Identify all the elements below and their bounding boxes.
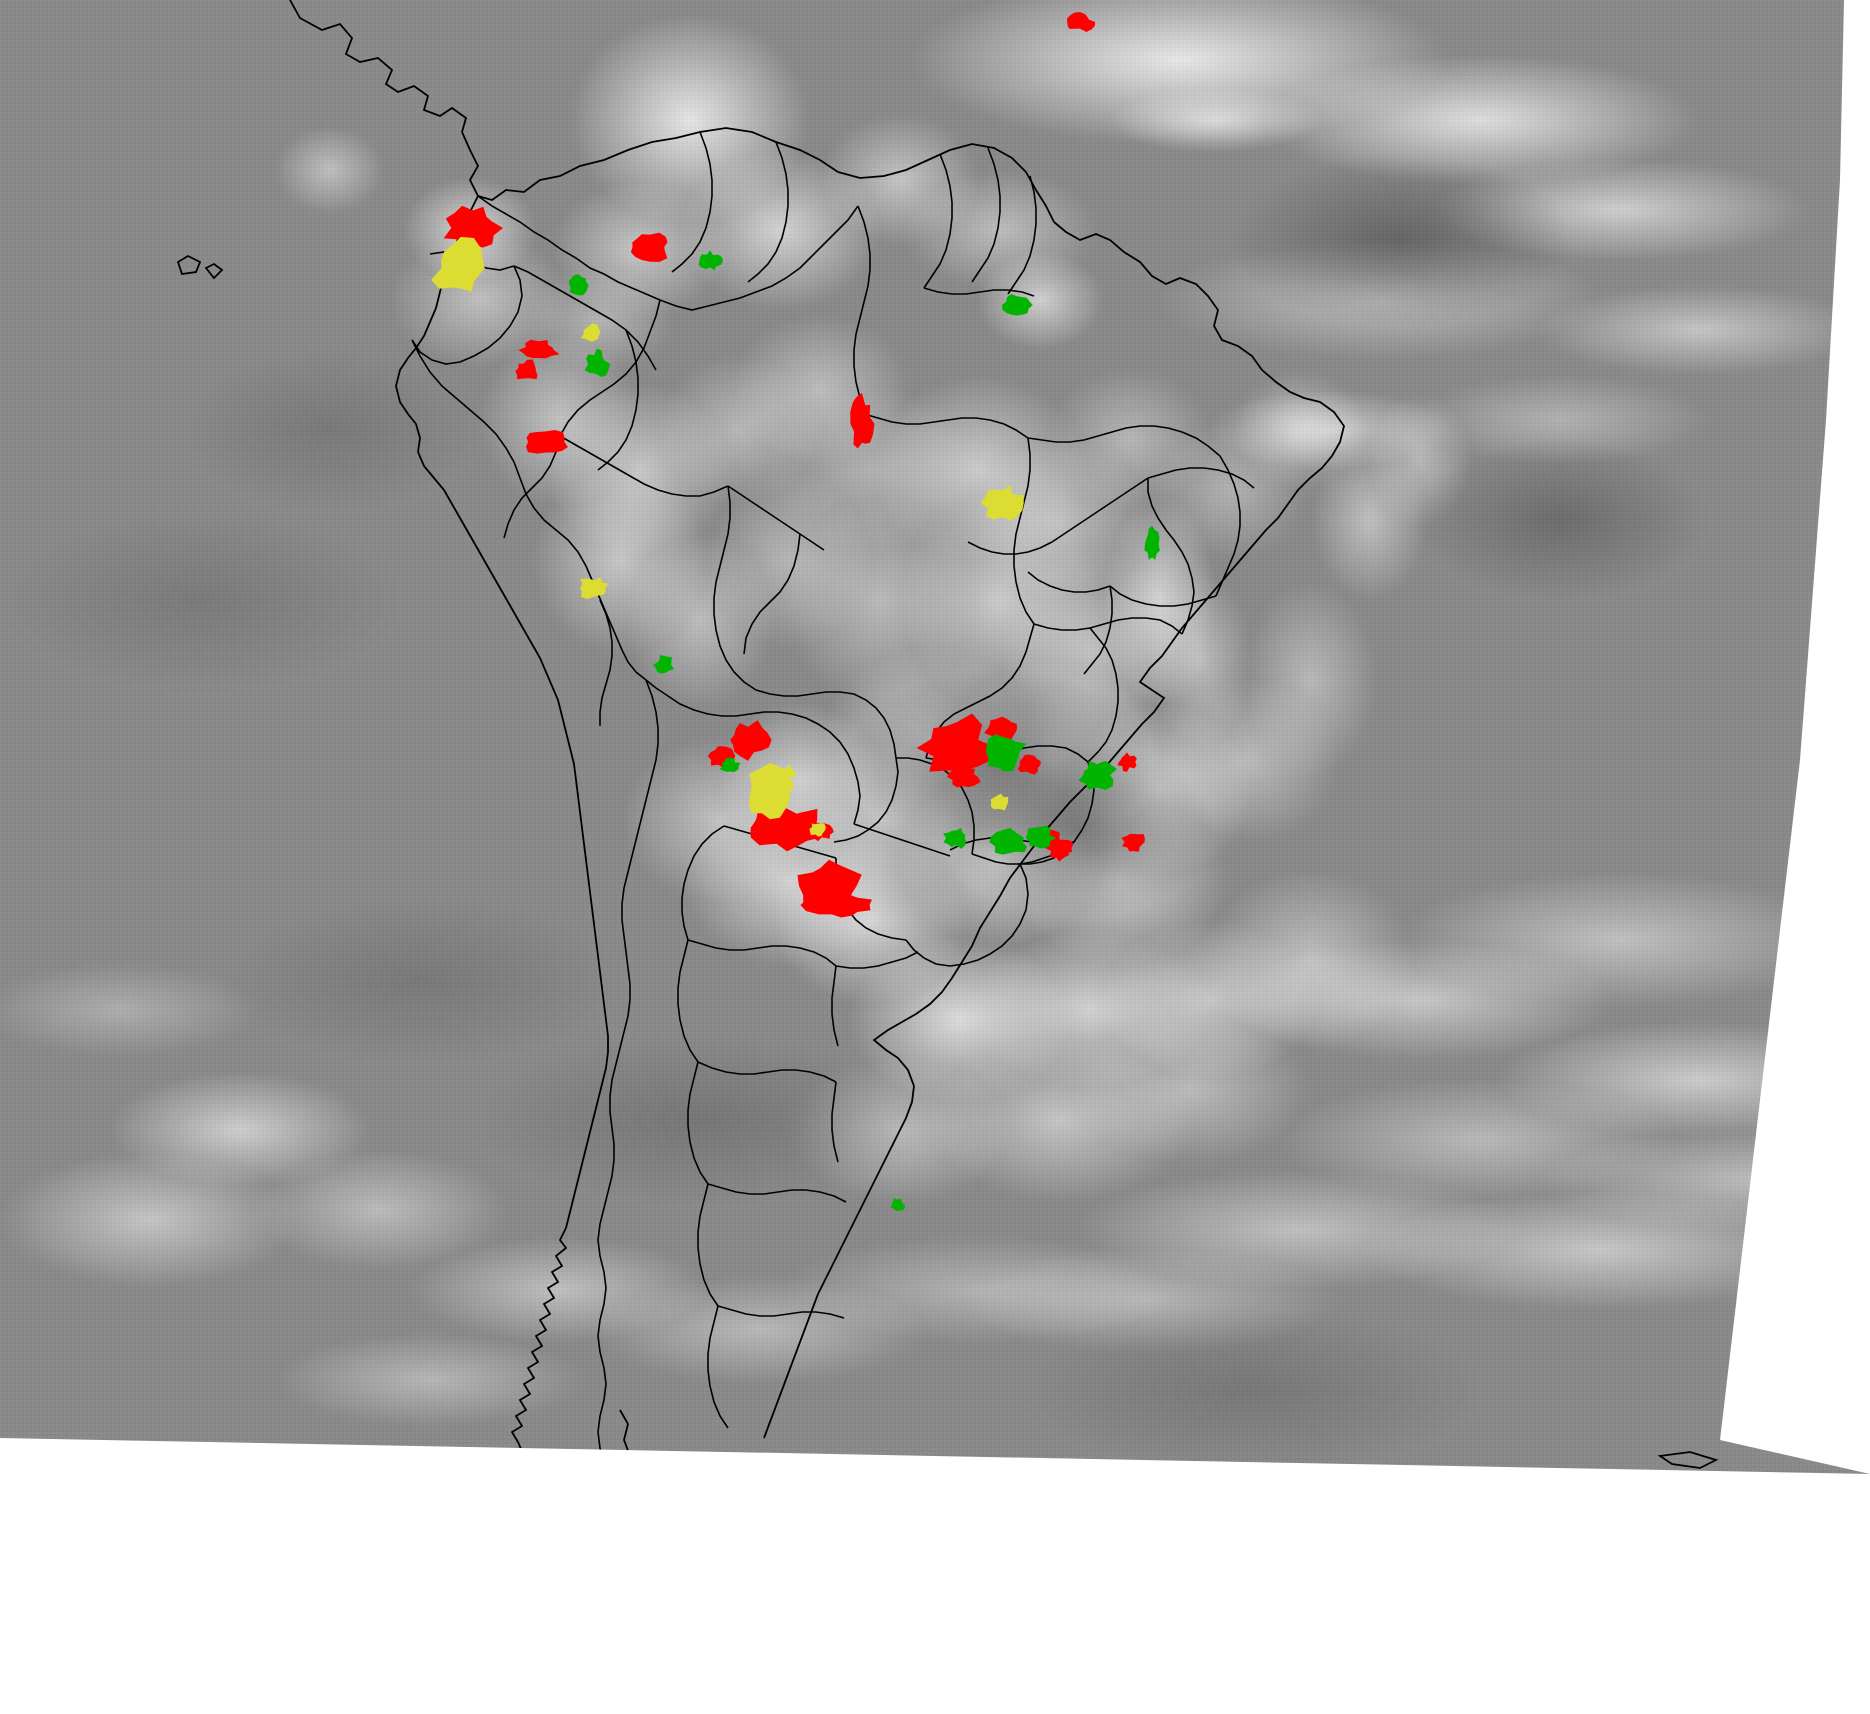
- convective-cell: [568, 274, 589, 296]
- convective-cell: [443, 205, 503, 248]
- convective-cell: [984, 716, 1018, 742]
- convective-cell: [1078, 760, 1117, 790]
- convective-cell: [518, 339, 560, 359]
- convective-cell: [630, 232, 668, 262]
- convective-cell: [890, 1198, 905, 1212]
- convective-cell: [431, 236, 485, 292]
- convective-cell: [1144, 525, 1160, 560]
- convective-cell: [652, 655, 674, 674]
- convective-cell: [1025, 825, 1057, 849]
- convective-cell: [989, 827, 1027, 855]
- convective-cell: [980, 485, 1024, 521]
- convective-cell: [1017, 754, 1041, 775]
- convective-cell: [986, 734, 1027, 772]
- convective-cell: [1002, 294, 1033, 316]
- convective-cell: [580, 323, 600, 342]
- coastlines-and-borders: [176, 0, 1719, 1713]
- convective-cell: [719, 757, 741, 773]
- convective-cell-overlay: [431, 12, 1160, 1212]
- convective-cell: [698, 250, 723, 271]
- convective-cell: [580, 577, 609, 600]
- convective-cell: [584, 348, 611, 377]
- convective-cell: [1067, 12, 1096, 32]
- convective-cell: [990, 793, 1009, 811]
- convective-cell: [1049, 844, 1070, 862]
- convective-cell: [1121, 833, 1145, 852]
- convective-cell: [809, 823, 826, 837]
- convective-cell: [916, 713, 997, 772]
- convective-cell: [947, 763, 981, 788]
- convective-cell: [1117, 752, 1137, 772]
- convective-cell: [850, 393, 875, 449]
- convective-cell: [800, 888, 872, 918]
- convective-cell: [730, 720, 772, 761]
- convective-cell: [781, 764, 797, 779]
- convective-cell: [515, 359, 538, 380]
- convective-cell: [748, 762, 794, 820]
- convective-cell: [526, 430, 568, 454]
- convective-cell: [943, 828, 967, 849]
